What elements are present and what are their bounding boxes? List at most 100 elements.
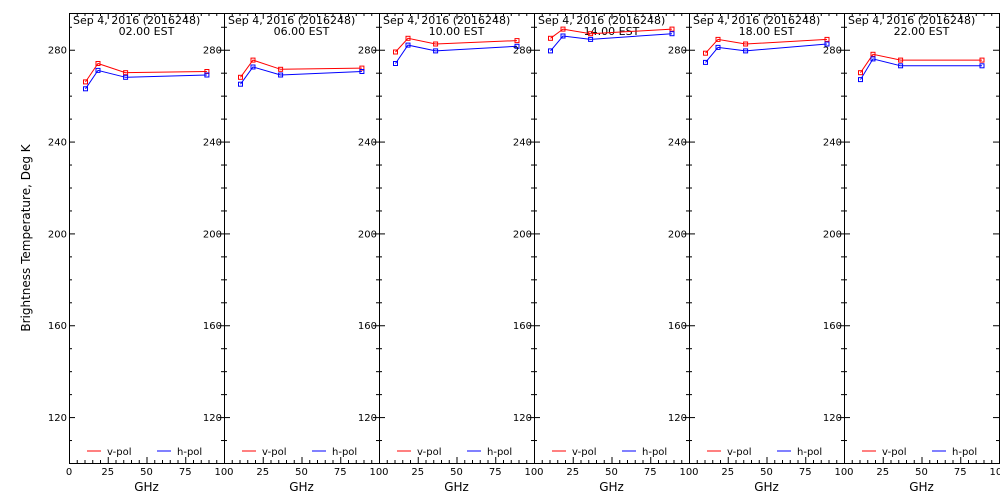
x-tick-label: 75: [489, 467, 502, 478]
data-point: [858, 77, 863, 83]
data-point: [669, 26, 675, 32]
x-tick-label: 25: [876, 467, 889, 478]
data-point: [548, 35, 553, 41]
chart-panel-1: Sep 4, 2016 (2016248)02.00 EST 0 25 50 75 100…: [48, 13, 234, 494]
plot-frame: [534, 13, 690, 464]
chart-panel-6: Sep 4, 2016 (2016248)22.00 EST 25 50 75 100 G…: [823, 13, 1000, 494]
y-tick-label: 240: [203, 138, 222, 149]
x-tick-label: 25: [101, 467, 114, 478]
y-tick-label: 120: [823, 413, 842, 424]
y-tick-label: 200: [823, 229, 842, 240]
y-tick-label: 280: [203, 46, 222, 57]
data-point: [824, 36, 830, 42]
data-point: [95, 61, 101, 66]
legend-label: h-pol: [952, 447, 977, 458]
chart-panel-5: Sep 4, 2016 (2016248)18.00 EST 25 50 75 100 G…: [668, 13, 854, 494]
x-tick-label: 100: [834, 467, 853, 478]
data-point: [238, 81, 243, 87]
panel-time-label: 06.00 EST: [274, 25, 330, 38]
data-point: [824, 41, 830, 47]
series-v-pol: [858, 51, 985, 76]
y-tick-label: 120: [48, 413, 67, 424]
data-point: [979, 57, 985, 63]
series-line: [860, 53, 982, 73]
x-axis-label: GHz: [289, 480, 314, 494]
series-h-pol: [393, 42, 520, 66]
data-point: [979, 63, 985, 69]
panel-title: Sep 4, 2016 (2016248): [538, 14, 665, 27]
panel-time-label: 10.00 EST: [429, 25, 485, 38]
x-tick-label: 25: [721, 467, 734, 478]
data-point: [560, 26, 566, 32]
data-point: [588, 31, 594, 37]
panel-title: Sep 4, 2016 (2016248): [383, 14, 510, 27]
series-line: [550, 28, 673, 39]
data-point: [514, 43, 520, 49]
series-h-pol: [238, 64, 365, 87]
series-line: [240, 59, 362, 78]
x-tick-label: 100: [214, 467, 233, 478]
data-point: [359, 65, 365, 71]
y-tick-label: 120: [668, 413, 687, 424]
y-tick-label: 160: [513, 321, 532, 332]
panel-title: Sep 4, 2016 (2016248): [228, 14, 355, 27]
y-axis-label: Brightness Temperature, Deg K: [19, 143, 33, 331]
data-point: [548, 48, 553, 54]
panel-time-label: 14.00 EST: [584, 25, 640, 38]
legend-label: v-pol: [262, 447, 287, 458]
y-tick-label: 240: [823, 138, 842, 149]
legend-label: v-pol: [882, 447, 907, 458]
data-point: [870, 56, 876, 62]
x-axis-label: GHz: [134, 480, 159, 494]
panel-title: Sep 4, 2016 (2016248): [693, 14, 820, 27]
x-tick-label: 100: [679, 467, 698, 478]
data-point: [83, 79, 88, 85]
data-point: [359, 69, 365, 74]
y-tick-label: 280: [513, 46, 532, 57]
legend-label: v-pol: [572, 447, 597, 458]
plot-frame: [844, 13, 1000, 464]
legend-label: v-pol: [107, 447, 132, 458]
data-point: [278, 66, 284, 72]
data-point: [405, 35, 411, 41]
y-tick-label: 200: [203, 229, 222, 240]
data-point: [669, 31, 675, 37]
panel-time-label: 02.00 EST: [119, 25, 175, 38]
series-v-pol: [703, 36, 830, 56]
x-tick-label: 75: [954, 467, 967, 478]
y-tick-label: 160: [668, 321, 687, 332]
series-h-pol: [83, 67, 210, 92]
data-point: [514, 38, 520, 44]
series-line: [240, 66, 362, 85]
x-tick-label: 75: [799, 467, 812, 478]
x-tick-label: 50: [605, 467, 618, 478]
x-tick-label: 100: [369, 467, 388, 478]
x-axis-label: GHz: [754, 480, 779, 494]
y-tick-label: 120: [203, 413, 222, 424]
data-point: [588, 36, 594, 42]
panel-time-label: 18.00 EST: [739, 25, 795, 38]
y-tick-label: 160: [358, 321, 377, 332]
y-tick-label: 280: [358, 46, 377, 57]
series-line: [550, 33, 673, 52]
x-tick-label: 50: [295, 467, 308, 478]
data-point: [83, 86, 88, 92]
x-axis-label: GHz: [909, 480, 934, 494]
x-tick-label: 75: [644, 467, 657, 478]
y-tick-label: 280: [48, 46, 67, 57]
data-point: [123, 70, 129, 76]
series-line: [860, 58, 982, 80]
y-tick-label: 200: [513, 229, 532, 240]
y-tick-label: 280: [668, 46, 687, 57]
plot-frame: [689, 13, 845, 464]
panel-title: Sep 4, 2016 (2016248): [73, 14, 200, 27]
data-point: [743, 41, 749, 47]
x-tick-label: 50: [450, 467, 463, 478]
data-point: [858, 70, 863, 76]
y-tick-label: 240: [668, 138, 687, 149]
data-point: [238, 74, 243, 80]
data-point: [898, 57, 904, 63]
series-line: [705, 43, 828, 63]
x-tick-label: 50: [140, 467, 153, 478]
